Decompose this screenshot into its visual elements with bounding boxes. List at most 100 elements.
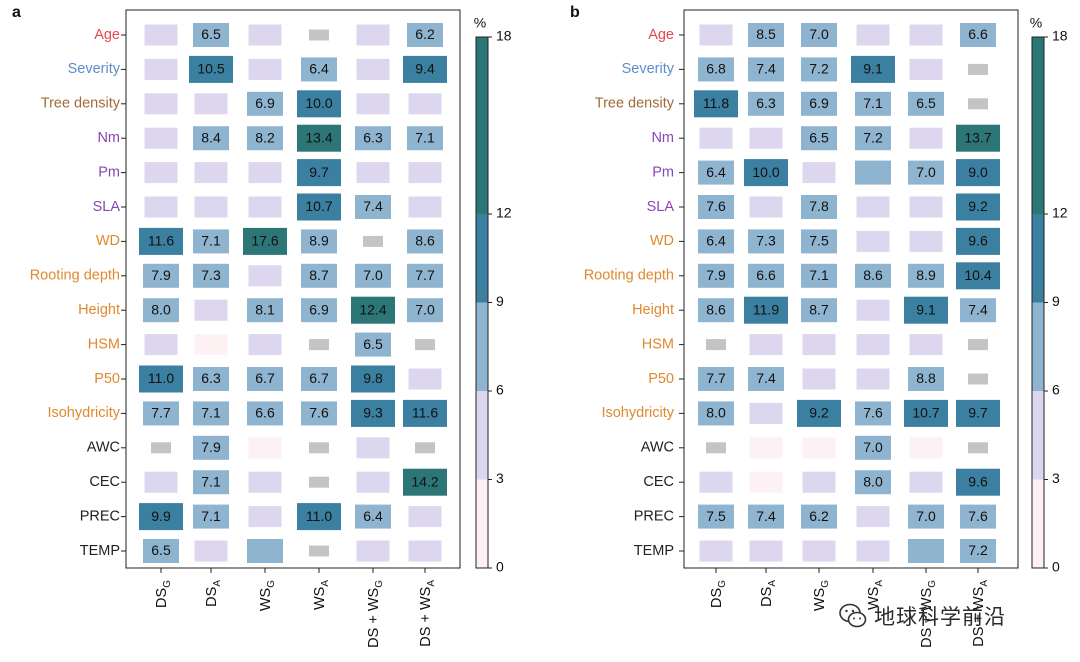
cell-value: 7.0 <box>863 439 883 455</box>
heatmap-cell <box>748 263 784 288</box>
heatmap-cell <box>968 63 988 75</box>
heatmap-cell <box>194 162 228 184</box>
cell-value: 17.6 <box>251 233 278 249</box>
row-label: WD <box>96 233 120 249</box>
heatmap-cell <box>956 124 1000 152</box>
heatmap-cell <box>356 58 390 80</box>
cell-value: 6.4 <box>706 233 726 249</box>
cell-value: 6.9 <box>255 95 275 111</box>
heatmap-cell <box>956 468 1000 496</box>
cell-value: 7.4 <box>756 508 776 524</box>
heatmap-cell <box>403 399 447 427</box>
cell-value: 9.8 <box>363 370 383 386</box>
cell-value: 11.0 <box>148 370 174 386</box>
heatmap-cell <box>749 334 783 356</box>
cell-value: 8.6 <box>706 301 726 317</box>
heatmap-cell <box>744 159 788 187</box>
heatmap-cell <box>956 227 1000 255</box>
heatmap-cell <box>908 504 944 529</box>
cell-value: 7.0 <box>363 267 383 283</box>
heatmap-cell <box>247 401 283 426</box>
cell-value: 7.7 <box>151 405 171 421</box>
row-label: Rooting depth <box>30 268 120 284</box>
heatmap-cell <box>297 193 341 221</box>
cell-value: 9.7 <box>968 405 988 421</box>
colorbar-band <box>476 391 488 480</box>
heatmap-cell <box>801 504 837 529</box>
heatmap-cell <box>749 127 783 149</box>
heatmap-cell <box>908 160 944 185</box>
heatmap-cell <box>797 399 841 427</box>
cell-value: 9.3 <box>363 405 383 421</box>
cell-value: 10.0 <box>305 95 332 111</box>
heatmap-cell <box>193 367 229 391</box>
row-label: CEC <box>643 474 674 490</box>
row-label: P50 <box>94 371 120 387</box>
column-label: WSA <box>866 580 885 610</box>
heatmap-cell <box>749 402 783 424</box>
heatmap-cell <box>355 263 391 288</box>
cell-value: 7.1 <box>201 233 221 249</box>
panel-a: a Age Severity Tree density Nm Pm SLA WD Rooting… <box>12 4 512 648</box>
cell-value: 7.0 <box>916 508 936 524</box>
column-label: DSG <box>709 580 728 608</box>
row-label: P50 <box>648 371 674 387</box>
heatmap-cell <box>407 23 443 47</box>
heatmap-cell <box>408 93 442 115</box>
cell-value: 7.9 <box>201 439 221 455</box>
heatmap-cell <box>194 540 228 562</box>
cell-value: 7.3 <box>756 233 776 249</box>
heatmap-cell <box>968 339 988 351</box>
heatmap-cell <box>193 401 229 426</box>
column-label: DS + WSA <box>418 580 437 647</box>
cell-value: 7.1 <box>809 267 829 283</box>
heatmap-cell <box>355 126 391 151</box>
row-label: CEC <box>89 474 120 490</box>
row-label: WD <box>650 233 674 249</box>
heatmap-cell <box>908 367 944 391</box>
cell-value: 7.5 <box>706 508 726 524</box>
heatmap-cell <box>851 55 895 83</box>
heatmap-cell <box>248 334 282 356</box>
heatmap-cell <box>363 235 383 247</box>
row-label: Age <box>94 27 120 43</box>
heatmap-cell <box>956 159 1000 187</box>
heatmap-cell <box>698 504 734 529</box>
heatmap-cell <box>355 332 391 357</box>
heatmap-cell <box>968 373 988 385</box>
heatmap-cell <box>301 401 337 426</box>
heatmap-cell <box>139 503 183 531</box>
heatmap-cell <box>855 435 891 460</box>
heatmap-cell <box>356 471 390 493</box>
cell-value: 7.4 <box>363 198 383 214</box>
heatmap-cell <box>247 298 283 323</box>
cell-value: 6.4 <box>706 164 726 180</box>
heatmap-cell <box>248 471 282 493</box>
cell-value: 6.5 <box>201 26 221 42</box>
heatmap-cell <box>297 159 341 187</box>
heatmap-cell <box>909 334 943 356</box>
heatmap-cell <box>143 263 179 288</box>
heatmap-cell <box>909 127 943 149</box>
cell-value: 8.8 <box>916 370 936 386</box>
cell-value: 9.1 <box>863 61 883 77</box>
heatmap-cell <box>309 339 329 351</box>
cell-value: 8.6 <box>863 267 883 283</box>
heatmap-cell <box>960 504 996 529</box>
colorbar-tick-label: 3 <box>1052 470 1060 486</box>
heatmap-cell <box>956 399 1000 427</box>
cell-value: 9.6 <box>968 473 988 489</box>
heatmap-cell <box>908 91 944 116</box>
colorbar-unit: % <box>1030 15 1042 31</box>
heatmap-cell <box>144 196 178 218</box>
heatmap-cell <box>909 196 943 218</box>
cell-value: 12.4 <box>359 301 386 317</box>
heatmap-cell <box>748 91 784 116</box>
heatmap-cell <box>407 229 443 254</box>
heatmap-cell <box>309 545 329 557</box>
row-label: Severity <box>622 61 675 77</box>
heatmap-cell <box>407 298 443 323</box>
cell-value: 6.2 <box>415 26 435 42</box>
heatmap-cell <box>408 162 442 184</box>
cell-value: 9.2 <box>809 405 829 421</box>
